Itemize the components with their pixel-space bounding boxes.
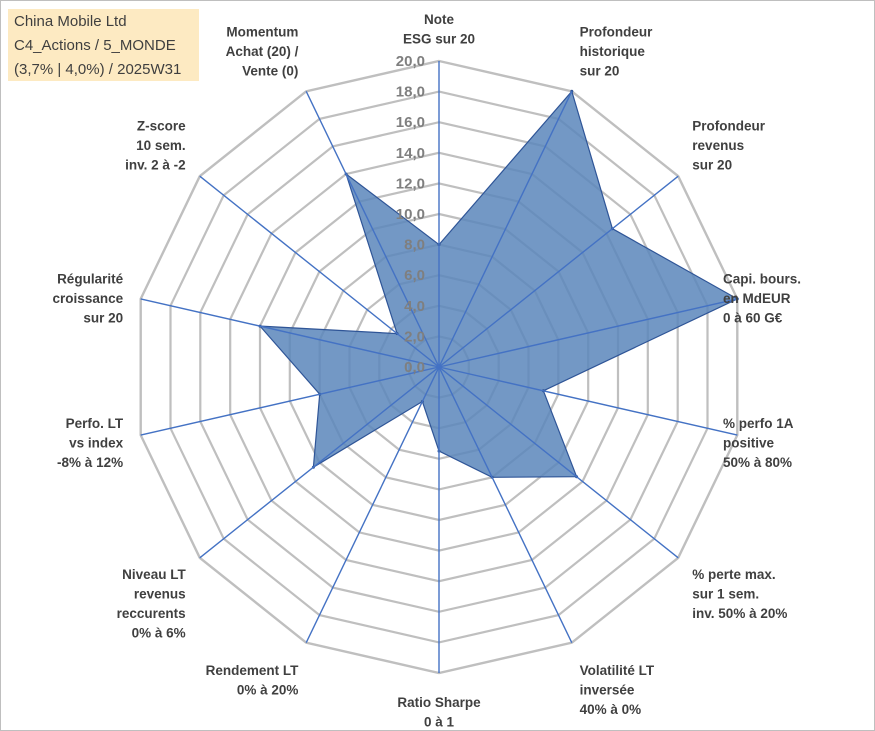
tick-label: 8,0: [404, 237, 425, 254]
axis-label-line: inv. 2 à -2: [125, 158, 186, 173]
axis-spoke: [140, 298, 440, 368]
axis-label-line: sur 20: [580, 64, 620, 79]
axis-spoke: [199, 366, 440, 559]
axis-label: % perte max. sur 1 sem. inv. 50% à 20%: [692, 567, 787, 621]
axis-label-line: Rendement LT: [206, 663, 300, 678]
axis-label-line: Profondeur: [580, 25, 653, 40]
axis-label: Profondeur revenus sur 20: [692, 119, 765, 173]
axis-label-line: Volatilité LT: [580, 663, 655, 678]
axis-label: Capi. bours. en MdEUR 0 à 60 G€: [723, 272, 801, 326]
axis-spoke: [438, 298, 738, 368]
tick-label: 10,0: [396, 206, 425, 223]
axis-label-line: 50% à 80%: [723, 455, 792, 470]
info-box: China Mobile Ltd C4_Actions / 5_MONDE (3…: [8, 9, 199, 81]
tick-label: 18,0: [396, 84, 425, 101]
radar-axis-labels: Note ESG sur 20 Profondeur historique sur 20…: [53, 12, 801, 730]
axis-spoke: [438, 175, 679, 368]
axis-label: Z-score 10 sem. inv. 2 à -2: [125, 119, 186, 173]
axis-label-line: 10 sem.: [136, 138, 186, 153]
axis-label: Momentum Achat (20) / Vente (0): [226, 25, 299, 79]
axis-label-line: 0 à 60 G€: [723, 311, 783, 326]
axis-label-line: sur 20: [83, 311, 123, 326]
axis-label-line: inversée: [580, 682, 635, 697]
axis-label-line: revenus: [692, 138, 744, 153]
tick-label: 2,0: [404, 328, 425, 345]
axis-label-line: en MdEUR: [723, 291, 791, 306]
axis-label-line: Régularité: [57, 272, 124, 287]
axis-label: Niveau LT revenus reccurents 0% à 6%: [117, 567, 187, 641]
axis-spoke: [140, 366, 440, 436]
axis-spoke: [305, 90, 440, 368]
axis-spoke: [438, 90, 573, 368]
axis-label-line: Perfo. LT: [66, 416, 124, 431]
axis-label-line: Vente (0): [242, 64, 298, 79]
axis-label: Volatilité LT inversée 40% à 0%: [580, 663, 655, 717]
axis-label-line: sur 1 sem.: [692, 587, 759, 602]
axis-label: Ratio Sharpe 0 à 1: [397, 695, 481, 730]
axis-label: Perfo. LT vs index -8% à 12%: [57, 416, 124, 470]
tick-label: 4,0: [404, 298, 425, 315]
tick-label: 0,0: [404, 359, 425, 376]
tick-label: 12,0: [396, 175, 425, 192]
axis-label-line: Momentum: [226, 25, 298, 40]
axis-label-line: inv. 50% à 20%: [692, 606, 787, 621]
axis-spoke: [199, 175, 440, 368]
tick-label: 14,0: [396, 145, 425, 162]
axis-label-line: revenus: [134, 587, 186, 602]
axis-label-line: 0% à 6%: [132, 626, 186, 641]
tick-label: 16,0: [396, 114, 425, 131]
axis-label-line: Niveau LT: [122, 567, 186, 582]
axis-label-line: Achat (20) /: [226, 44, 299, 59]
axis-spoke: [438, 366, 738, 436]
axis-label-line: Capi. bours.: [723, 272, 801, 287]
axis-label: Rendement LT 0% à 20%: [206, 663, 300, 698]
axis-label: % perfo 1A positive 50% à 80%: [723, 416, 794, 470]
axis-label-line: 0% à 20%: [237, 682, 299, 697]
axis-label-line: positive: [723, 435, 775, 450]
axis-label-line: Profondeur: [692, 119, 765, 134]
axis-label-line: vs index: [69, 435, 124, 450]
axis-label-line: Ratio Sharpe: [397, 695, 481, 710]
axis-label-line: sur 20: [692, 158, 732, 173]
axis-label-line: % perfo 1A: [723, 416, 794, 431]
axis-label-line: -8% à 12%: [57, 455, 123, 470]
axis-label-line: 40% à 0%: [580, 702, 642, 717]
axis-spoke: [438, 366, 679, 559]
axis-label-line: reccurents: [117, 606, 186, 621]
axis-label-line: % perte max.: [692, 567, 775, 582]
info-category: C4_Actions / 5_MONDE: [14, 37, 176, 54]
axis-label-line: historique: [580, 44, 646, 59]
axis-spoke: [438, 366, 573, 644]
info-company: China Mobile Ltd: [14, 13, 127, 30]
info-period: (3,7% | 4,0%) / 2025W31: [14, 61, 182, 78]
axis-label: Profondeur historique sur 20: [580, 25, 653, 79]
axis-label: Note ESG sur 20: [403, 12, 475, 47]
radar-spokes: [140, 61, 738, 673]
axis-label-line: croissance: [53, 291, 124, 306]
axis-label: Régularité croissance sur 20: [53, 272, 124, 326]
axis-label-line: Z-score: [137, 119, 186, 134]
axis-label-line: ESG sur 20: [403, 32, 475, 47]
axis-spoke: [305, 366, 440, 644]
tick-label: 20,0: [396, 53, 425, 70]
axis-label-line: Note: [424, 12, 454, 27]
radar-tick-labels: 0,0 2,0 4,0 6,0 8,0 10,0 12,0 14,0 16,0 18,0 20,0: [396, 53, 425, 376]
axis-label-line: 0 à 1: [424, 715, 455, 730]
tick-label: 6,0: [404, 267, 425, 284]
